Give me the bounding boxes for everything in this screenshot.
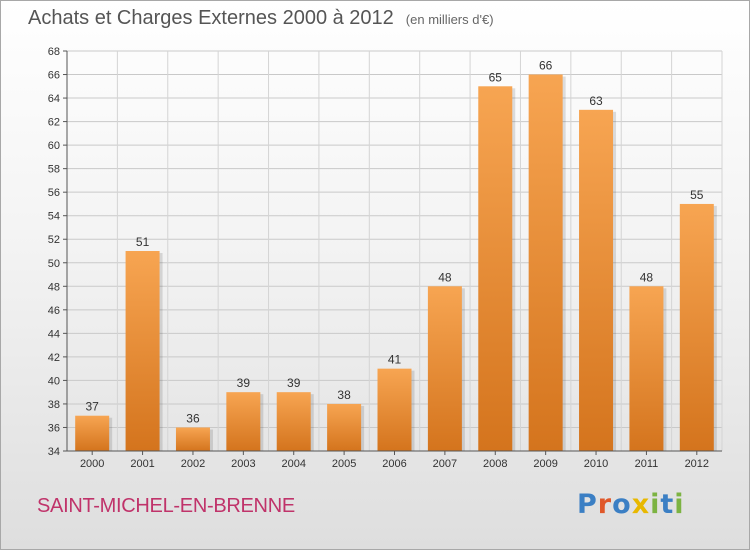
logo-letter: i <box>674 489 685 520</box>
y-tick-label: 40 <box>48 375 60 387</box>
bar-value-label: 39 <box>237 376 251 390</box>
logo-letter: t <box>660 489 675 520</box>
bar-value-label: 48 <box>438 270 452 284</box>
y-tick-label: 54 <box>48 211 60 223</box>
logo-letter: P <box>577 489 598 520</box>
town-name: SAINT-MICHEL-EN-BRENNE <box>37 495 295 517</box>
bar <box>175 427 210 451</box>
y-tick-label: 60 <box>48 140 60 152</box>
x-tick-label: 2001 <box>130 458 154 470</box>
y-tick-label: 56 <box>48 187 60 199</box>
bar <box>276 392 311 451</box>
bar-value-label: 51 <box>136 235 150 249</box>
x-tick-label: 2003 <box>231 458 255 470</box>
axes <box>63 50 722 455</box>
x-tick-label: 2008 <box>483 458 507 470</box>
bar-value-label: 65 <box>489 70 503 84</box>
proxiti-logo: Proxiti <box>577 489 685 520</box>
labels: 34 36 38 40 42 44 46 48 50 52 54 56 58 60 62 64 66 68 37 20… <box>48 46 709 470</box>
bar-value-label: 48 <box>640 270 654 284</box>
logo-letter: i <box>650 489 661 520</box>
y-tick-label: 50 <box>48 258 60 270</box>
y-tick-label: 34 <box>48 446 60 458</box>
bar-value-label: 41 <box>388 353 402 367</box>
y-tick-label: 68 <box>48 46 60 58</box>
y-tick-label: 62 <box>48 117 60 129</box>
bar <box>528 74 563 451</box>
x-tick-label: 2011 <box>635 458 659 470</box>
chart-subtitle: (en milliers d'€) <box>405 12 494 27</box>
y-tick-label: 38 <box>48 399 60 411</box>
bars <box>75 74 717 451</box>
bar <box>125 251 160 451</box>
bar-value-label: 55 <box>690 188 704 202</box>
y-tick-label: 36 <box>48 422 60 434</box>
logo-letter: r <box>597 489 613 520</box>
bar-value-label: 36 <box>186 411 200 425</box>
chart-title: Achats et Charges Externes 2000 à 2012 <box>28 7 394 29</box>
x-tick-label: 2002 <box>181 458 205 470</box>
x-tick-label: 2005 <box>332 458 356 470</box>
chart-title-block: Achats et Charges Externes 2000 à 2012 (e… <box>28 7 494 30</box>
y-tick-label: 66 <box>48 70 60 82</box>
bar <box>679 203 714 451</box>
y-tick-label: 58 <box>48 164 60 176</box>
y-tick-label: 46 <box>48 305 60 317</box>
x-tick-label: 2006 <box>382 458 406 470</box>
y-tick-label: 48 <box>48 281 60 293</box>
y-tick-label: 64 <box>48 93 60 105</box>
bar <box>75 415 110 451</box>
bar <box>629 286 664 451</box>
bar-value-label: 37 <box>86 400 100 414</box>
x-tick-label: 2010 <box>584 458 608 470</box>
bar <box>226 392 261 451</box>
x-tick-label: 2009 <box>533 458 557 470</box>
logo-letter: o <box>612 489 632 520</box>
bar <box>427 286 462 451</box>
bar <box>377 368 412 451</box>
y-tick-label: 52 <box>48 234 60 246</box>
bar-value-label: 66 <box>539 59 553 73</box>
y-tick-label: 44 <box>48 328 60 340</box>
logo-letter: x <box>631 489 651 520</box>
x-tick-label: 2004 <box>281 458 305 470</box>
x-tick-label: 2007 <box>433 458 457 470</box>
bar <box>579 109 614 451</box>
bar-value-label: 63 <box>589 94 603 108</box>
y-tick-label: 42 <box>48 352 60 364</box>
x-tick-label: 2000 <box>80 458 104 470</box>
x-tick-label: 2012 <box>685 458 709 470</box>
bar-value-label: 39 <box>287 376 301 390</box>
bar <box>327 403 362 451</box>
bar-value-label: 38 <box>337 388 351 402</box>
bar <box>478 86 513 451</box>
